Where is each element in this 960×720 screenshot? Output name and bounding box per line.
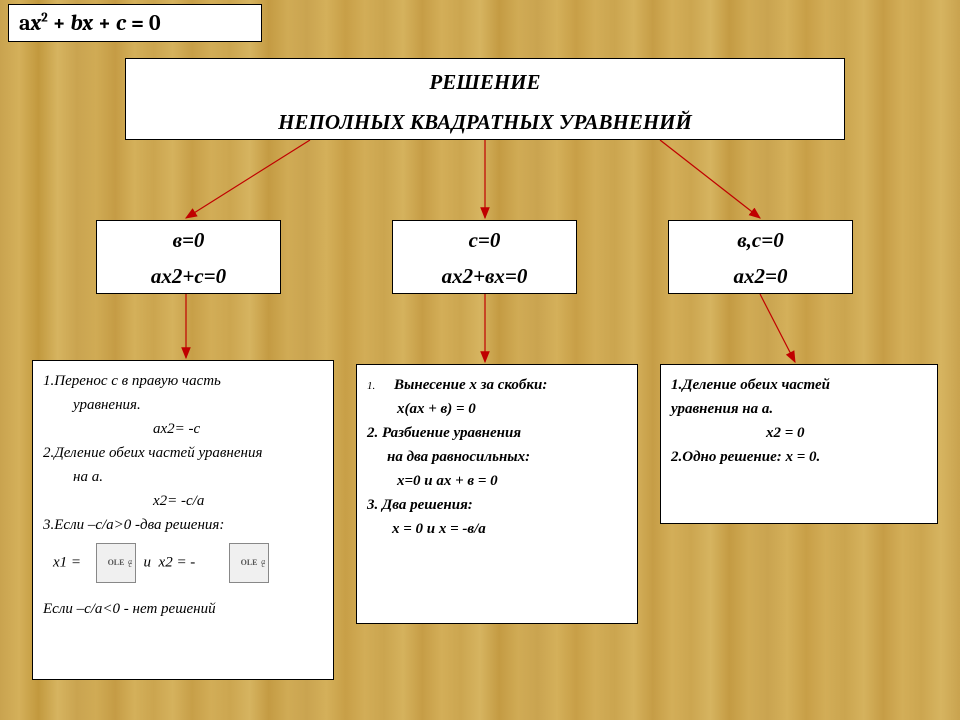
- d2-eq3: х = 0 и х = -в/а: [392, 521, 486, 537]
- case-box-b0: в=0 ах2+с=0: [96, 220, 281, 294]
- title-line1: РЕШЕНИЕ: [126, 63, 844, 103]
- case2-cond: с=0: [393, 223, 576, 259]
- detail-box-3: 1.Деление обеих частей уравнения на а. х…: [660, 364, 938, 524]
- d1-sol-mid: и: [144, 554, 152, 570]
- case-box-bc0: в,с=0 ах2=0: [668, 220, 853, 294]
- ole-sub: a: [261, 543, 265, 581]
- d1-sol-a: х1 =: [53, 554, 81, 570]
- ole-icon: c a: [229, 543, 269, 583]
- d1-l2b: на а.: [73, 469, 103, 485]
- formula-equation: ax2 + bx + c = 0: [8, 4, 262, 42]
- d1-l3: 3.Если –с/а>0 -два решения:: [43, 517, 224, 533]
- case-box-c0: с=0 ах2+вх=0: [392, 220, 577, 294]
- d1-l1b: уравнения.: [73, 397, 141, 413]
- case1-eq: ах2+с=0: [97, 259, 280, 295]
- d1-l2: 2.Деление обеих частей уравнения: [43, 445, 262, 461]
- d3-l1: 1.Деление обеих частей: [671, 377, 830, 393]
- d3-l2: 2.Одно решение: х = 0.: [671, 449, 820, 465]
- detail-box-2: 1. Вынесение х за скобки: х(ах + в) = 0 …: [356, 364, 638, 624]
- case3-cond: в,с=0: [669, 223, 852, 259]
- d3-l1b: уравнения на а.: [671, 401, 773, 417]
- case1-cond: в=0: [97, 223, 280, 259]
- d1-sol-b: х2 = -: [159, 554, 196, 570]
- d1-l1: 1.Перенос с в правую часть: [43, 373, 221, 389]
- d2-l2b: на два равносильных:: [387, 449, 530, 465]
- title-box: РЕШЕНИЕ НЕПОЛНЫХ КВАДРАТНЫХ УРАВНЕНИЙ: [125, 58, 845, 140]
- d2-l1: Вынесение х за скобки:: [394, 377, 547, 393]
- d1-eq2: х2= -с/а: [153, 493, 204, 509]
- detail-box-1: 1.Перенос с в правую часть уравнения. ах…: [32, 360, 334, 680]
- d1-eq1: ах2= -с: [153, 421, 200, 437]
- d3-eq1: х2 = 0: [766, 425, 805, 441]
- ole-sub: a: [128, 543, 132, 581]
- d2-l3: 3. Два решения:: [367, 497, 473, 513]
- d2-l2: 2. Разбиение уравнения: [367, 425, 521, 441]
- d1-l4: Если –с/а<0 - нет решений: [43, 601, 216, 617]
- case2-eq: ах2+вх=0: [393, 259, 576, 295]
- case3-eq: ах2=0: [669, 259, 852, 295]
- formula-text: ax2 + bx + c = 0: [19, 10, 161, 36]
- ole-icon: c a: [96, 543, 136, 583]
- title-line2: НЕПОЛНЫХ КВАДРАТНЫХ УРАВНЕНИЙ: [126, 103, 844, 143]
- d2-eq1: х(ах + в) = 0: [397, 401, 476, 417]
- d2-eq2: х=0 и ах + в = 0: [397, 473, 498, 489]
- d2-num1: 1.: [367, 380, 375, 392]
